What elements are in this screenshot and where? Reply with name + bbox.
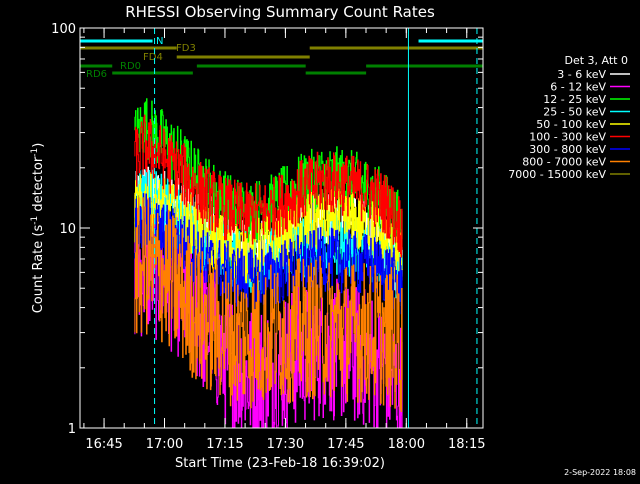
x-tick-label: 17:30: [267, 437, 304, 452]
y-tick-label: 100: [51, 22, 76, 37]
y-axis: 1 10 100: [51, 22, 483, 437]
legend-label: 3 - 6 keV: [557, 68, 606, 81]
legend-label: 25 - 50 keV: [543, 106, 606, 119]
state-label-n: N: [156, 36, 163, 47]
x-tick-label: 16:45: [85, 437, 122, 452]
state-label-rd0: RD0: [120, 61, 141, 72]
series-line-50-100-keV: [134, 172, 403, 284]
x-axis: 16:45 17:00 17:15 17:30 17:45 18:00 18:15: [83, 28, 485, 452]
y-label-end: ): [31, 143, 46, 148]
x-tick-label: 17:45: [327, 437, 364, 452]
x-tick-label: 17:00: [146, 437, 183, 452]
legend-header: Det 3, Att 0: [565, 54, 629, 67]
legend-label: 6 - 12 keV: [550, 81, 606, 94]
x-tick-label: 18:00: [388, 437, 425, 452]
legend-label: 7000 - 15000 keV: [508, 168, 606, 181]
series-line-800-7000-keV: [134, 197, 403, 412]
chart-title: RHESSI Observing Summary Count Rates: [125, 3, 435, 21]
y-label-main: Count Rate (s: [31, 225, 46, 314]
legend-label: 800 - 7000 keV: [522, 156, 606, 169]
state-label-fd4: FD4: [143, 52, 163, 63]
footer-date: 2-Sep-2022 18:08: [564, 468, 636, 477]
legend-label: 50 - 100 keV: [536, 118, 606, 131]
state-label-rd6: RD6: [86, 69, 107, 80]
y-tick-label: 1: [68, 422, 76, 437]
data-layer: [134, 98, 403, 428]
series-line-100-300-keV: [134, 114, 403, 258]
y-axis-label: Count Rate (s-1 detector-1): [30, 143, 46, 314]
legend-label: 300 - 800 keV: [529, 143, 606, 156]
y-label-sup1: -1: [30, 216, 40, 225]
legend-label: 12 - 25 keV: [543, 93, 606, 106]
state-label-fd3: FD3: [176, 43, 196, 54]
legend-label: 100 - 300 keV: [529, 131, 606, 144]
x-tick-label: 17:15: [206, 437, 243, 452]
x-axis-label: Start Time (23-Feb-18 16:39:02): [175, 456, 385, 471]
y-label-mid: detector: [31, 156, 46, 216]
x-tick-label: 18:15: [448, 437, 485, 452]
y-label-sup2: -1: [30, 148, 40, 157]
y-tick-label: 10: [59, 222, 76, 237]
